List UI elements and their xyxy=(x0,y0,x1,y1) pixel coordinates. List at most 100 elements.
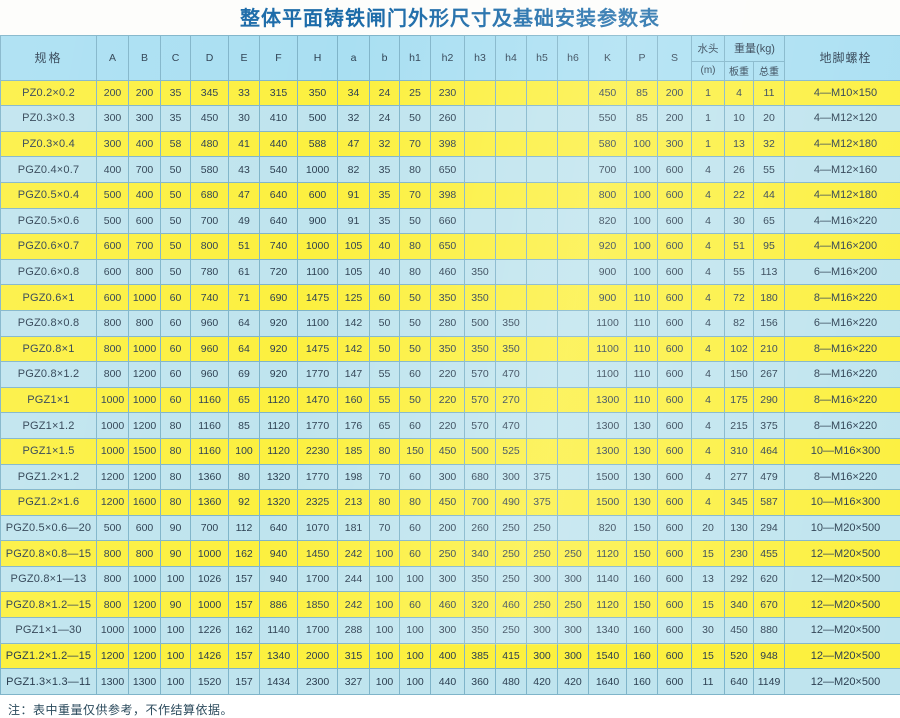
cell-h4 xyxy=(496,259,527,285)
cell-anchor-bolt: 10—M16×300 xyxy=(785,490,900,516)
cell-F: 1320 xyxy=(260,490,298,516)
cell-h3: 700 xyxy=(465,490,496,516)
cell-H: 1100 xyxy=(298,310,338,336)
cell-a: 147 xyxy=(338,362,370,388)
cell-P: 130 xyxy=(627,464,658,490)
cell-h6: 300 xyxy=(558,618,589,644)
cell-h3: 340 xyxy=(465,541,496,567)
cell-h3: 680 xyxy=(465,464,496,490)
cell-h2: 300 xyxy=(431,618,465,644)
cell-h1: 80 xyxy=(400,234,431,260)
cell-板重: 82 xyxy=(725,310,754,336)
cell-A: 600 xyxy=(97,234,129,260)
cell-h6 xyxy=(558,80,589,106)
cell-总重: 620 xyxy=(754,566,785,592)
cell-h2: 398 xyxy=(431,131,465,157)
cell-板重: 26 xyxy=(725,157,754,183)
cell-h2: 460 xyxy=(431,592,465,618)
cell-h1: 60 xyxy=(400,362,431,388)
header-col-A: A xyxy=(97,36,129,81)
cell-水头(m): 4 xyxy=(692,310,725,336)
cell-h3: 350 xyxy=(465,618,496,644)
cell-h3: 350 xyxy=(465,259,496,285)
cell-h4: 525 xyxy=(496,438,527,464)
cell-总重: 20 xyxy=(754,106,785,132)
cell-S: 600 xyxy=(658,157,692,183)
header-weight-total: 总重 xyxy=(754,61,785,80)
cell-h5 xyxy=(527,182,558,208)
cell-K: 900 xyxy=(589,259,627,285)
cell-h5: 375 xyxy=(527,490,558,516)
cell-C: 50 xyxy=(161,208,191,234)
cell-E: 157 xyxy=(229,669,260,695)
cell-spec: PGZ1.2×1.2 xyxy=(1,464,97,490)
cell-P: 160 xyxy=(627,566,658,592)
cell-h6 xyxy=(558,515,589,541)
cell-P: 160 xyxy=(627,669,658,695)
cell-h3: 350 xyxy=(465,285,496,311)
cell-anchor-bolt: 6—M16×220 xyxy=(785,310,900,336)
cell-h6: 300 xyxy=(558,566,589,592)
cell-S: 600 xyxy=(658,336,692,362)
cell-h4 xyxy=(496,234,527,260)
header-water-head-unit: (m) xyxy=(692,61,725,80)
cell-水头(m): 30 xyxy=(692,618,725,644)
cell-C: 50 xyxy=(161,157,191,183)
cell-h5: 300 xyxy=(527,643,558,669)
cell-板重: 292 xyxy=(725,566,754,592)
cell-K: 1100 xyxy=(589,310,627,336)
cell-H: 1850 xyxy=(298,592,338,618)
cell-spec: PGZ1×1.2 xyxy=(1,413,97,439)
cell-h2: 650 xyxy=(431,157,465,183)
cell-E: 33 xyxy=(229,80,260,106)
cell-anchor-bolt: 12—M20×500 xyxy=(785,592,900,618)
cell-D: 800 xyxy=(191,234,229,260)
cell-h1: 80 xyxy=(400,259,431,285)
cell-总重: 464 xyxy=(754,438,785,464)
cell-h3: 500 xyxy=(465,438,496,464)
cell-spec: PGZ0.4×0.7 xyxy=(1,157,97,183)
cell-a: 315 xyxy=(338,643,370,669)
cell-h5 xyxy=(527,259,558,285)
cell-E: 80 xyxy=(229,464,260,490)
cell-总重: 55 xyxy=(754,157,785,183)
cell-S: 600 xyxy=(658,310,692,336)
cell-C: 100 xyxy=(161,618,191,644)
cell-E: 47 xyxy=(229,182,260,208)
cell-K: 1640 xyxy=(589,669,627,695)
cell-P: 100 xyxy=(627,259,658,285)
cell-K: 800 xyxy=(589,182,627,208)
cell-板重: 345 xyxy=(725,490,754,516)
cell-总重: 479 xyxy=(754,464,785,490)
cell-A: 1200 xyxy=(97,464,129,490)
cell-板重: 340 xyxy=(725,592,754,618)
cell-E: 69 xyxy=(229,362,260,388)
cell-A: 800 xyxy=(97,541,129,567)
cell-a: 105 xyxy=(338,259,370,285)
cell-h3 xyxy=(465,182,496,208)
header-spec: 规格 xyxy=(1,36,97,81)
cell-h1: 100 xyxy=(400,618,431,644)
cell-D: 1360 xyxy=(191,490,229,516)
cell-水头(m): 1 xyxy=(692,131,725,157)
cell-spec: PGZ1×1 xyxy=(1,387,97,413)
cell-水头(m): 4 xyxy=(692,490,725,516)
cell-B: 800 xyxy=(129,541,161,567)
cell-总重: 32 xyxy=(754,131,785,157)
cell-C: 60 xyxy=(161,310,191,336)
cell-b: 40 xyxy=(370,234,400,260)
cell-E: 43 xyxy=(229,157,260,183)
cell-S: 600 xyxy=(658,643,692,669)
cell-E: 92 xyxy=(229,490,260,516)
cell-K: 820 xyxy=(589,515,627,541)
cell-h3 xyxy=(465,157,496,183)
cell-h4: 490 xyxy=(496,490,527,516)
cell-水头(m): 15 xyxy=(692,541,725,567)
cell-C: 80 xyxy=(161,464,191,490)
cell-D: 1520 xyxy=(191,669,229,695)
cell-水头(m): 1 xyxy=(692,80,725,106)
header-col-b: b xyxy=(370,36,400,81)
cell-D: 700 xyxy=(191,208,229,234)
cell-h4: 415 xyxy=(496,643,527,669)
